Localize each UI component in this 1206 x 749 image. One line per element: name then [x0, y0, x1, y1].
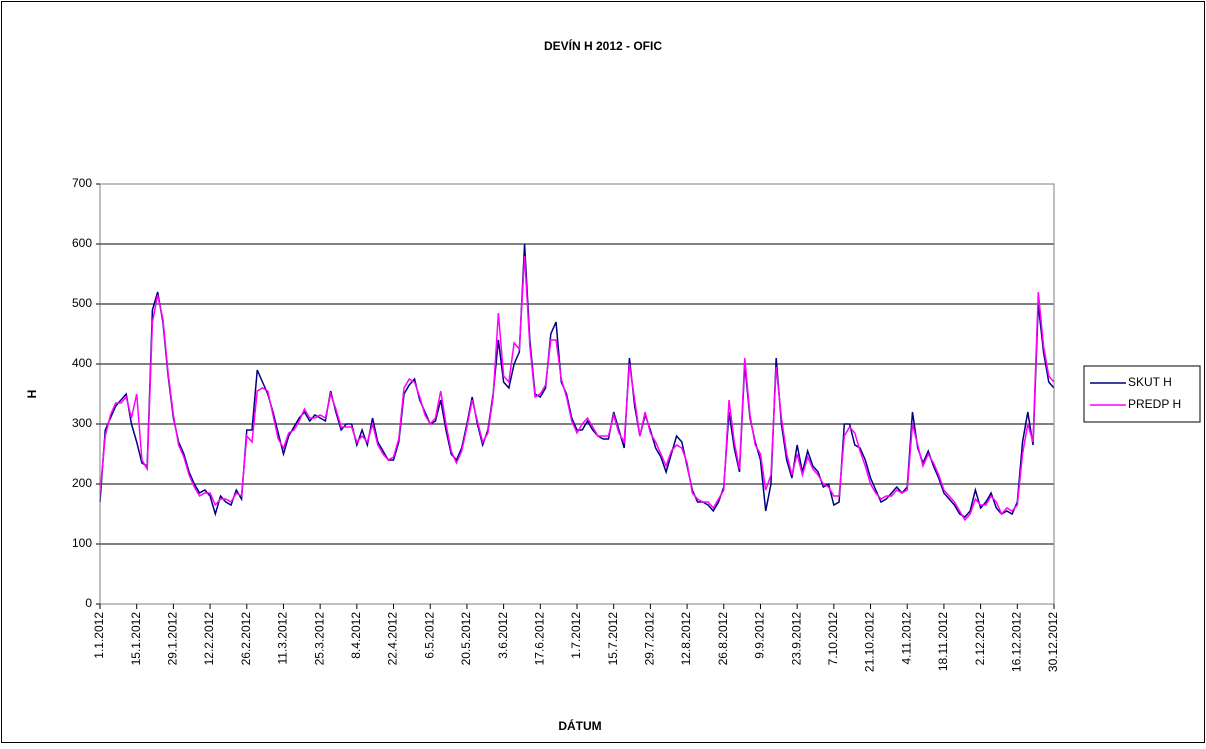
x-tick-label: 2.12.2012 [973, 612, 987, 666]
x-tick-label: 11.3.2012 [276, 612, 290, 665]
x-tick-label: 16.12.2012 [1009, 612, 1023, 672]
x-tick-label: 7.10.2012 [826, 612, 840, 666]
x-tick-label: 29.7.2012 [643, 612, 657, 666]
x-tick-label: 3.6.2012 [496, 612, 510, 659]
legend-label: SKUT H [1128, 375, 1172, 389]
x-tick-label: 6.5.2012 [422, 612, 436, 659]
y-tick-label: 200 [72, 476, 92, 490]
x-axis-label: DÁTUM [558, 718, 601, 733]
x-tick-label: 12.8.2012 [679, 612, 693, 666]
x-tick-label: 26.8.2012 [716, 612, 730, 666]
x-tick-label: 20.5.2012 [459, 612, 473, 666]
x-tick-label: 4.11.2012 [899, 612, 913, 665]
y-axis-label: H [25, 390, 39, 399]
x-tick-label: 25.3.2012 [312, 612, 326, 666]
x-tick-label: 29.1.2012 [166, 612, 180, 666]
x-tick-label: 1.1.2012 [92, 612, 106, 659]
x-tick-label: 21.10.2012 [863, 612, 877, 672]
x-tick-label: 1.7.2012 [569, 612, 583, 659]
y-tick-label: 400 [72, 356, 92, 370]
y-tick-label: 600 [72, 236, 92, 250]
y-tick-label: 700 [72, 176, 92, 190]
series-line [99, 243, 1055, 518]
y-tick-label: 0 [85, 596, 92, 610]
series-line [99, 255, 1055, 522]
x-tick-label: 9.9.2012 [753, 612, 767, 659]
y-tick-label: 500 [72, 296, 92, 310]
x-tick-label: 17.6.2012 [532, 612, 546, 666]
x-tick-label: 12.2.2012 [202, 612, 216, 666]
x-tick-label: 22.4.2012 [386, 612, 400, 666]
y-tick-label: 300 [72, 416, 92, 430]
x-tick-label: 26.2.2012 [239, 612, 253, 666]
x-tick-label: 8.4.2012 [349, 612, 363, 659]
legend-label: PREDP H [1128, 397, 1181, 411]
chart-title: DEVÍN H 2012 - OFIC [544, 38, 662, 53]
x-tick-label: 30.12.2012 [1046, 612, 1060, 672]
legend-box [1083, 365, 1201, 423]
x-tick-label: 18.11.2012 [936, 612, 950, 671]
y-tick-label: 100 [72, 536, 92, 550]
x-tick-label: 23.9.2012 [789, 612, 803, 666]
x-tick-label: 15.1.2012 [129, 612, 143, 666]
x-tick-label: 15.7.2012 [606, 612, 620, 666]
